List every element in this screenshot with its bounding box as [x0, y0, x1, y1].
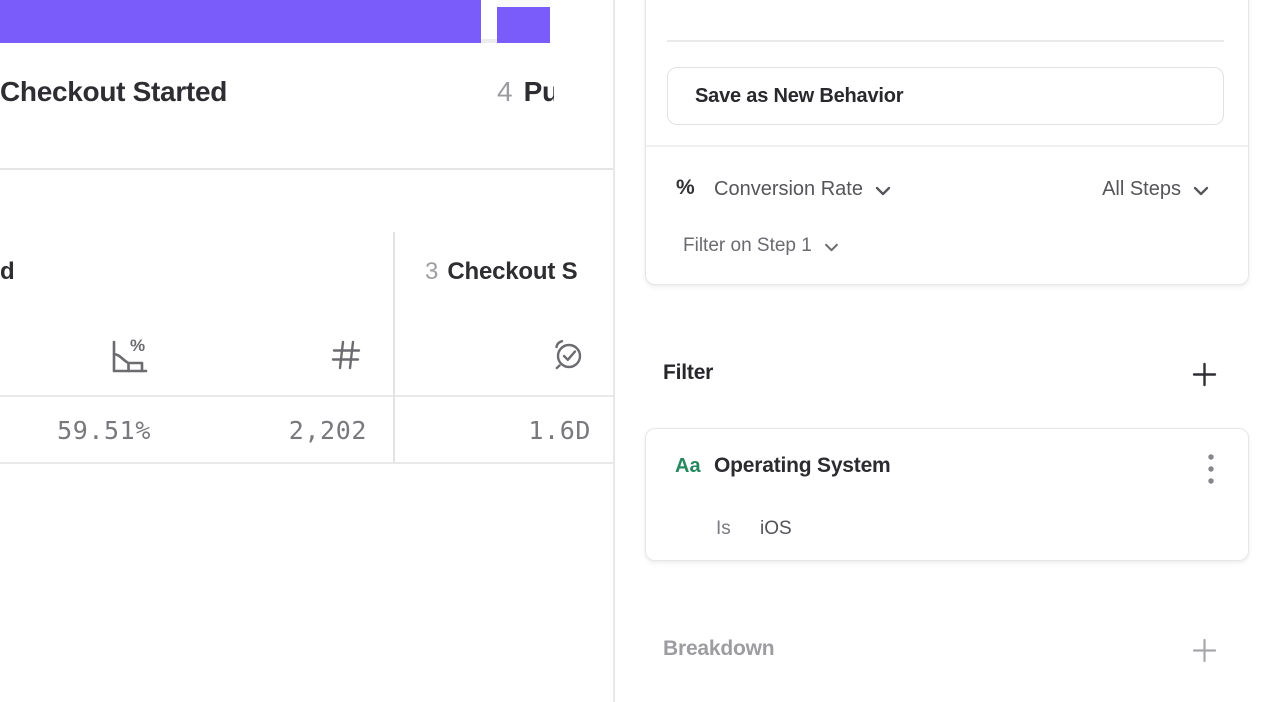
- conversion-rate-value: 59.51%: [57, 416, 151, 445]
- chevron-down-icon: [1193, 179, 1209, 202]
- steps-scope-label: All Steps: [1102, 177, 1181, 200]
- table-top-divider: [0, 168, 613, 170]
- table-bottom-divider: [0, 462, 613, 464]
- time-to-convert-clock-icon: [550, 336, 586, 377]
- table-step-number: 3: [425, 258, 439, 285]
- funnel-bar-connector: [481, 39, 497, 43]
- funnel-settings-card: [645, 0, 1249, 285]
- funnel-step4-number: 4: [497, 76, 513, 107]
- time-to-convert-value: 1.6D: [528, 416, 591, 445]
- funnel-bar-step4[interactable]: [497, 7, 550, 43]
- table-prev-step-title-fragment: d: [0, 258, 15, 285]
- settings-card-inner-divider: [667, 40, 1224, 42]
- filter-property-name: Operating System: [714, 454, 891, 477]
- funnel-step4-axis-label: Pu: [523, 76, 554, 107]
- content-panel-divider: [613, 0, 615, 702]
- funnel-step3-axis-label: Checkout Started: [0, 76, 228, 107]
- filter-card-operating-system[interactable]: [645, 428, 1249, 561]
- filter-scope-dropdown[interactable]: Filter on Step 1: [683, 233, 839, 258]
- text-property-aa-icon: Aa: [675, 455, 701, 477]
- metric-dropdown-label: Conversion Rate: [714, 177, 863, 200]
- add-breakdown-plus-icon[interactable]: [1192, 638, 1217, 668]
- count-value: 2,202: [288, 416, 367, 445]
- filter-section-title: Filter: [663, 361, 714, 384]
- funnel-bar-step4-background: [497, 0, 550, 7]
- save-as-new-behavior-button[interactable]: Save as New Behavior: [667, 67, 1224, 125]
- chevron-down-icon: [824, 236, 839, 258]
- kebab-menu-icon[interactable]: [1203, 451, 1219, 492]
- metric-percent-symbol: %: [676, 176, 695, 199]
- steps-scope-dropdown[interactable]: All Steps: [1102, 176, 1209, 202]
- table-column-divider: [393, 232, 395, 462]
- funnel-bar-step3[interactable]: [0, 0, 481, 43]
- add-filter-plus-icon[interactable]: [1192, 362, 1217, 392]
- breakdown-section-title: Breakdown: [663, 637, 775, 660]
- filter-operator: Is: [716, 518, 731, 539]
- chevron-down-icon: [875, 179, 891, 202]
- settings-card-full-divider: [646, 145, 1248, 147]
- count-hash-icon: [330, 339, 362, 376]
- metric-dropdown[interactable]: Conversion Rate: [714, 176, 891, 202]
- filter-scope-label: Filter on Step 1: [683, 234, 812, 256]
- conversion-rate-icon: %: [107, 335, 151, 384]
- table-step-title: Checkout S: [447, 258, 578, 285]
- table-mid-divider: [0, 395, 613, 397]
- svg-text:%: %: [130, 336, 145, 355]
- filter-value[interactable]: iOS: [760, 518, 792, 539]
